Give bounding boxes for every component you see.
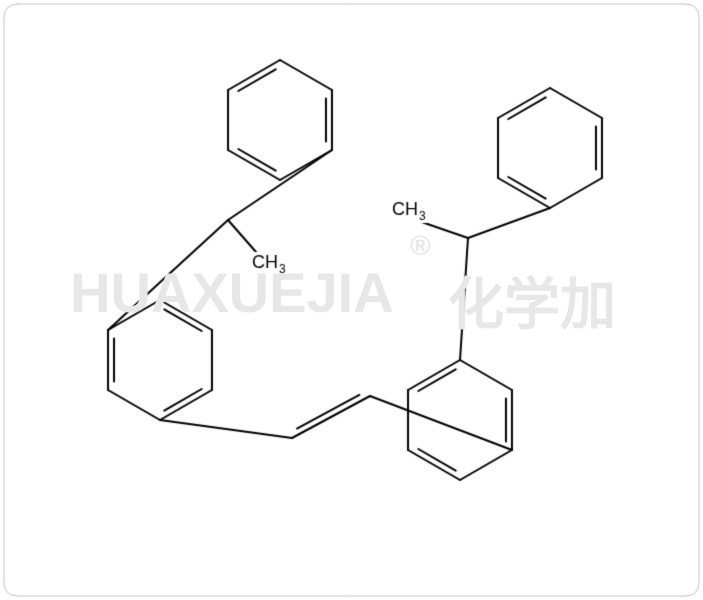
molecule-canvas — [0, 0, 703, 600]
